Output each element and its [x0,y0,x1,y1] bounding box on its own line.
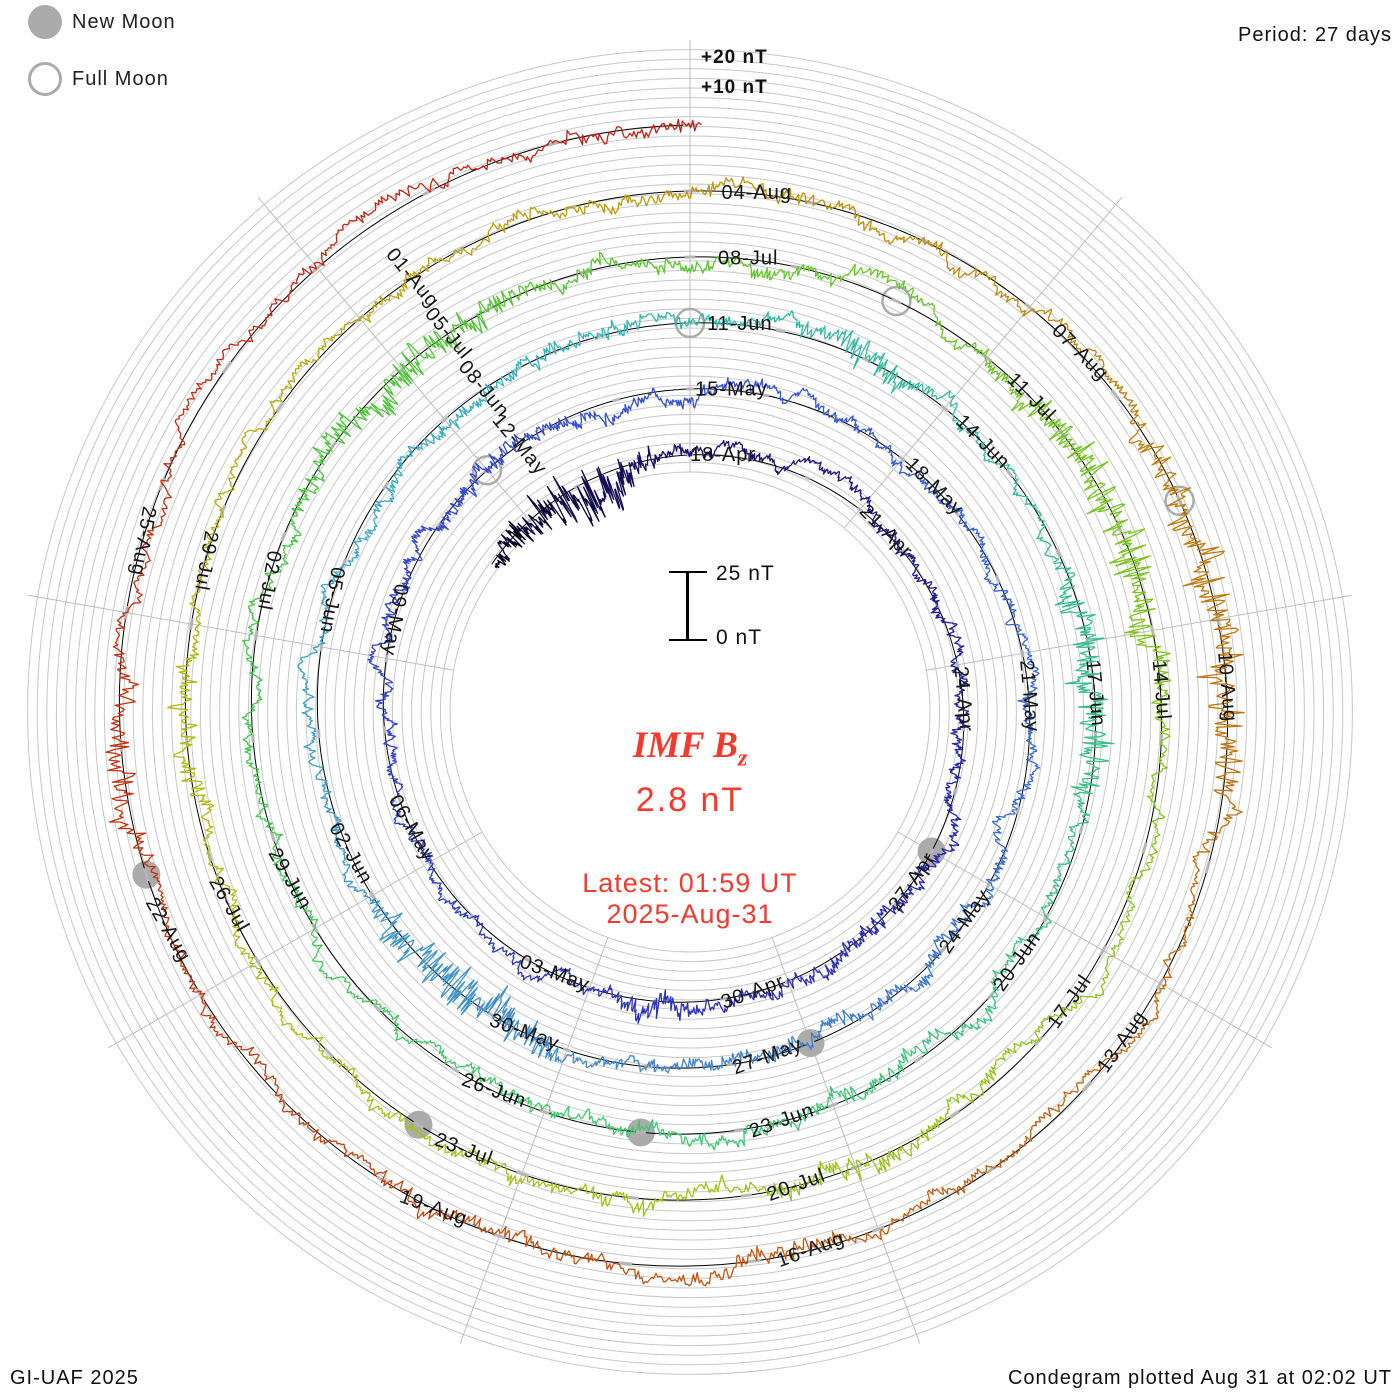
scale-bar-bottom-label: 0 nT [716,626,763,649]
ring-date-label: 21-May [1015,659,1043,733]
ring-date-label: 15-May [695,379,768,401]
period-label: Period: 27 days [1238,24,1392,46]
ring-date-label: 24-May [935,886,995,958]
ring-date-label: 01-Aug [381,244,443,312]
ring-date-label: 18-Apr [690,444,756,466]
ring-date-label: 08-Jul [718,248,778,270]
scale-bar-stem [686,573,689,639]
ring-date-label: 06-May [384,791,439,865]
ring-date-label: 29-Jun [264,844,317,913]
ring-date-label: 30-Apr [718,970,788,1013]
quantity-subscript: z [737,745,748,772]
ring-date-label: 23-Jun [746,1099,817,1143]
full-moon-marker [471,454,503,486]
ring-date-label: 02-Jun [324,819,377,888]
ring-date-label: 11-Jun [707,313,773,335]
polar-gridlines [27,49,1353,1375]
ring-date-label: 09-May [378,582,412,657]
scale-bar-top-label: 25 nT [716,562,775,585]
ring-date-label: 25-Aug [126,505,160,578]
full-moon-label: Full Moon [72,68,169,90]
new-moon-icon [28,5,62,39]
day-ticks [119,123,1229,1266]
plotted-timestamp-label: Condegram plotted Aug 31 at 02:02 UT [1007,1367,1392,1389]
ring-date-label: 14-Jul [1148,659,1175,721]
ring-date-label: 17-Jul [1043,971,1096,1033]
ring-date-label: 04-Aug [721,182,792,204]
ring-date-label: 27-May [729,1034,805,1080]
center-annotation: IMF Bz 2.8 nT Latest: 01:59 UT 2025-Aug-… [440,726,940,930]
quantity-title: IMF Bz [632,725,748,772]
ring-date-label: 02-Jul [253,549,285,612]
full-moon-marker [1164,485,1195,517]
baseline-spiral [118,124,1229,1267]
latest-time-line: Latest: 01:59 UT [582,868,798,899]
ring-date-label: 10-Aug [1213,651,1241,723]
ring-date-label: 13-Aug [1093,1007,1151,1077]
scale-bar [669,571,707,641]
latest-value: 2.8 nT [635,781,745,820]
full-moon-icon [28,62,62,96]
ring-date-label: 19-Aug [397,1186,471,1231]
ring-date-label: 24-Apr [950,665,978,733]
radial-axis-label-10nt: +10 nT [701,77,768,98]
bz-trace [105,118,1245,1287]
credit-label: GI-UAF 2025 [10,1367,139,1389]
ring-date-label: 17-Jun [1081,659,1109,728]
full-moon-marker [881,285,912,317]
latest-timestamp: Latest: 01:59 UT 2025-Aug-31 [440,868,940,930]
latest-date-line: 2025-Aug-31 [606,899,774,930]
new-moon-label: New Moon [72,11,176,33]
radial-axis-label-20nt: +20 nT [701,47,768,68]
